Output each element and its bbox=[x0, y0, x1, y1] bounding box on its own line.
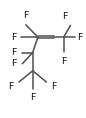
Text: F: F bbox=[23, 11, 28, 20]
Text: F: F bbox=[8, 82, 13, 91]
Text: F: F bbox=[11, 33, 16, 42]
Text: F: F bbox=[11, 48, 16, 57]
Text: F: F bbox=[77, 33, 83, 42]
Text: F: F bbox=[11, 59, 16, 68]
Text: F: F bbox=[51, 82, 56, 91]
Text: F: F bbox=[62, 12, 67, 21]
Text: F: F bbox=[61, 57, 66, 66]
Text: F: F bbox=[30, 93, 35, 102]
